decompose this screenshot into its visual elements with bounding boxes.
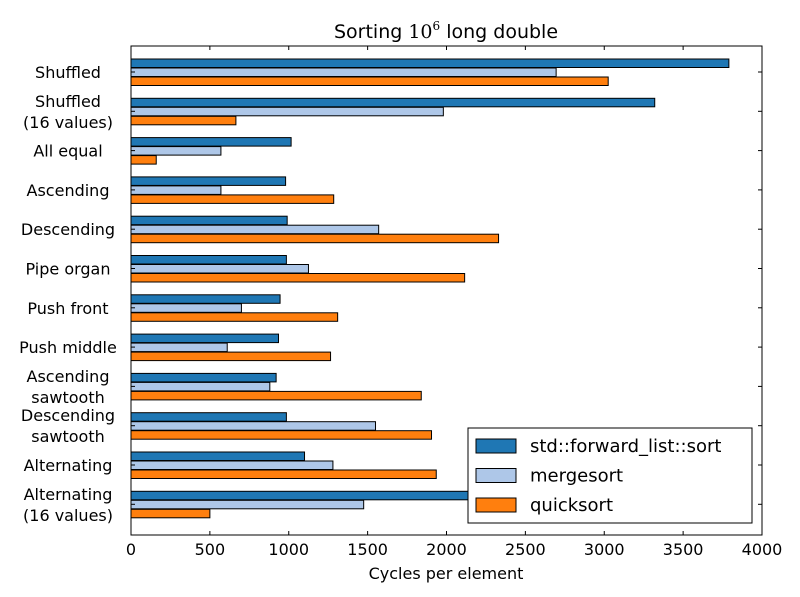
x-axis-ticks: 0 500 1000 1500 2000 2500 3000 3500 4000 [126, 46, 782, 559]
chart-title: Sorting 106 long double [334, 19, 558, 43]
bar-quicksort-10 [130, 469, 437, 479]
x-tick-label: 1000 [268, 540, 309, 559]
bar-std-forward-list-sort-1 [130, 97, 656, 108]
x-tick-label: 1500 [347, 540, 388, 559]
svg-text:Sorting 106 long double: Sorting 106 long double [334, 19, 558, 43]
category-label: Ascending [27, 181, 110, 200]
category-label-line: Descending [21, 406, 115, 425]
category-label-line: sawtooth [31, 427, 105, 446]
bar-std-forward-list-sort-6 [130, 294, 281, 304]
legend-label: std::forward_list::sort [530, 436, 721, 457]
bar-mergesort-6 [130, 303, 242, 313]
category-label-line: (16 values) [23, 506, 113, 525]
category-label: Shuffled [35, 63, 101, 82]
category-label-line: Descending [21, 220, 115, 239]
bar-mergesort-4 [130, 224, 380, 235]
bar-std-forward-list-sort-8 [130, 372, 277, 383]
bar-quicksort-2 [130, 155, 157, 165]
category-label-line: Alternating [24, 485, 113, 504]
category-label: Push front [27, 299, 108, 318]
bar-std-forward-list-sort-2 [130, 137, 292, 147]
bar-mergesort-8 [130, 381, 271, 392]
category-label-line: All equal [33, 142, 102, 161]
bar-mergesort-9 [130, 421, 377, 431]
legend-label: mergesort [530, 466, 623, 487]
y-axis-categories: Shuffled Shuffled (16 values) All equal Asce… [19, 63, 762, 525]
category-label-line: Push middle [19, 338, 117, 357]
bar-std-forward-list-sort-11 [130, 490, 474, 501]
category-label-line: Shuffled [35, 92, 101, 111]
bar-std-forward-list-sort-7 [130, 333, 279, 344]
bar-quicksort-8 [130, 390, 422, 401]
legend-swatch [475, 468, 517, 483]
category-label-line: Push front [27, 299, 108, 318]
bar-mergesort-5 [130, 264, 309, 274]
bar-quicksort-5 [130, 273, 466, 283]
chart-title-exponent: 6 [433, 19, 441, 33]
bar-std-forward-list-sort-10 [130, 451, 306, 461]
bar-mergesort-2 [130, 146, 222, 156]
chart-title-prefix: Sorting [334, 21, 408, 43]
category-label-line: Pipe organ [25, 260, 110, 279]
x-tick-label: 500 [195, 540, 226, 559]
bar-mergesort-0 [130, 67, 557, 77]
bar-std-forward-list-sort-3 [130, 176, 287, 186]
x-tick-label: 3500 [663, 540, 704, 559]
category-label: Alternating (16 values) [23, 485, 113, 525]
chart-title-base: 10 [408, 21, 432, 43]
bar-quicksort-9 [130, 430, 433, 440]
bar-quicksort-4 [130, 233, 500, 244]
bar-quicksort-1 [130, 115, 237, 126]
category-label-line: Ascending [27, 367, 110, 386]
category-label-line: (16 values) [23, 113, 113, 132]
category-label: Ascending sawtooth [27, 367, 110, 407]
bar-mergesort-11 [130, 499, 365, 510]
bar-quicksort-6 [130, 312, 339, 322]
legend-swatch [475, 497, 517, 513]
bar-quicksort-11 [130, 508, 211, 519]
legend: std::forward_list::sortmergesortquicksor… [467, 427, 753, 524]
x-tick-label: 4000 [742, 540, 783, 559]
category-label-line: Shuffled [35, 63, 101, 82]
category-label: Alternating [24, 456, 113, 475]
category-label: Push middle [19, 338, 117, 357]
category-label: Descending sawtooth [21, 406, 115, 446]
x-tick-label: 0 [126, 540, 136, 559]
bar-quicksort-3 [130, 194, 335, 204]
bar-std-forward-list-sort-9 [130, 412, 287, 422]
category-label: Descending [21, 220, 115, 239]
category-label: All equal [33, 142, 102, 161]
bar-mergesort-1 [130, 106, 444, 117]
bar-std-forward-list-sort-0 [130, 58, 730, 68]
category-label-line: Ascending [27, 181, 110, 200]
bar-std-forward-list-sort-5 [130, 255, 287, 265]
bar-mergesort-3 [130, 185, 222, 195]
bar-std-forward-list-sort-4 [130, 215, 288, 226]
category-label: Pipe organ [25, 260, 110, 279]
x-tick-label: 2500 [505, 540, 546, 559]
bar-mergesort-7 [130, 342, 228, 353]
legend-label: quicksort [530, 495, 613, 516]
category-label-line: sawtooth [31, 388, 105, 407]
bars-layer [130, 58, 730, 519]
bar-mergesort-10 [130, 460, 334, 470]
x-tick-label: 3000 [584, 540, 625, 559]
legend-swatch [475, 438, 517, 454]
x-axis-label: Cycles per element [369, 564, 524, 583]
x-tick-label: 2000 [426, 540, 467, 559]
bar-quicksort-7 [130, 351, 332, 362]
chart-title-suffix: long double [440, 21, 558, 43]
bar-quicksort-0 [130, 76, 609, 86]
category-label: Shuffled (16 values) [23, 92, 113, 132]
category-label-line: Alternating [24, 456, 113, 475]
